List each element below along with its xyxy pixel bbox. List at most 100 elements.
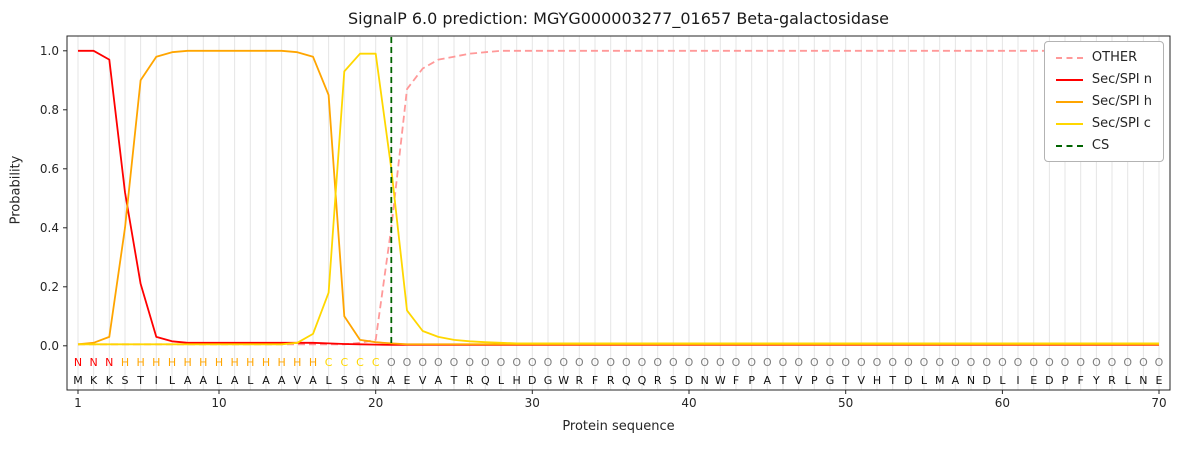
region-label: H	[183, 356, 191, 369]
y-tick-label: 0.2	[40, 280, 59, 294]
region-label: O	[1029, 356, 1038, 369]
region-label: H	[152, 356, 160, 369]
residue-letter: P	[811, 374, 818, 387]
region-label: C	[356, 356, 364, 369]
region-label: O	[826, 356, 835, 369]
residue-letter: R	[575, 374, 583, 387]
region-label: O	[920, 356, 929, 369]
region-label: O	[951, 356, 960, 369]
residue-letter: A	[184, 374, 192, 387]
residue-letter: D	[982, 374, 990, 387]
region-label: O	[700, 356, 709, 369]
residue-letter: L	[326, 374, 333, 387]
region-label: H	[121, 356, 129, 369]
region-label: O	[450, 356, 459, 369]
residue-letter: L	[921, 374, 928, 387]
region-label: O	[481, 356, 490, 369]
region-label: O	[512, 356, 521, 369]
legend-item-sec-spi-n: Sec/SPI n	[1055, 72, 1152, 87]
region-label: H	[309, 356, 317, 369]
residue-letter: Q	[481, 374, 490, 387]
region-label: N	[74, 356, 82, 369]
residue-letter: G	[356, 374, 365, 387]
residue-letter: D	[1045, 374, 1053, 387]
region-label: O	[685, 356, 694, 369]
region-label: H	[246, 356, 254, 369]
residue-letter: D	[685, 374, 693, 387]
residue-letter: A	[952, 374, 960, 387]
region-label: O	[888, 356, 897, 369]
legend-line-sample-sec-spi-h	[1055, 100, 1083, 103]
residue-letter: I	[155, 374, 158, 387]
residue-letter: R	[466, 374, 474, 387]
region-label: O	[638, 356, 647, 369]
residue-letter: F	[1078, 374, 1084, 387]
residue-letter: E	[1156, 374, 1163, 387]
residue-letter: V	[795, 374, 803, 387]
region-label: O	[1045, 356, 1054, 369]
x-tick-label: 10	[211, 396, 226, 410]
region-label: O	[1061, 356, 1070, 369]
residue-letter: V	[419, 374, 427, 387]
residue-letter: D	[904, 374, 912, 387]
region-label: O	[497, 356, 506, 369]
residue-letter: R	[654, 374, 662, 387]
x-tick-label: 1	[74, 396, 82, 410]
y-tick-label: 0.0	[40, 339, 59, 353]
residue-letter: Y	[1092, 374, 1100, 387]
region-label: O	[653, 356, 662, 369]
region-label: O	[747, 356, 756, 369]
legend-label: Sec/SPI c	[1091, 116, 1151, 131]
residue-letter: T	[779, 374, 787, 387]
residue-letter: E	[404, 374, 411, 387]
residue-letter: D	[528, 374, 536, 387]
residue-letter: N	[967, 374, 975, 387]
residue-letter: A	[764, 374, 772, 387]
x-axis-label: Protein sequence	[562, 419, 675, 434]
residue-letter: R	[607, 374, 615, 387]
legend-item-other: OTHER	[1055, 50, 1152, 65]
series-line-other	[78, 49, 1159, 346]
residue-letter: S	[122, 374, 129, 387]
legend: OTHER Sec/SPI n Sec/SPI h Sec/SPI c CS	[1043, 41, 1164, 162]
residue-letter: M	[73, 374, 83, 387]
region-label: O	[1108, 356, 1117, 369]
residue-letter: L	[999, 374, 1006, 387]
residue-letter: L	[498, 374, 505, 387]
residue-letter: N	[372, 374, 380, 387]
legend-item-sec-spi-h: Sec/SPI h	[1055, 94, 1152, 109]
residue-letter: T	[841, 374, 849, 387]
residue-letter: V	[858, 374, 866, 387]
residue-letter: Q	[638, 374, 647, 387]
residue-letter: T	[450, 374, 458, 387]
region-label: H	[230, 356, 238, 369]
region-label: O	[591, 356, 600, 369]
legend-label: Sec/SPI h	[1091, 94, 1152, 109]
region-label: O	[779, 356, 788, 369]
region-label: O	[403, 356, 412, 369]
region-label: O	[967, 356, 976, 369]
legend-line-sample-other	[1055, 56, 1083, 59]
residue-letter: V	[294, 374, 302, 387]
region-label: O	[465, 356, 474, 369]
residue-letter: K	[106, 374, 114, 387]
y-tick-label: 1.0	[40, 44, 59, 58]
residue-letter: A	[262, 374, 270, 387]
y-axis-label: Probability	[8, 155, 24, 225]
residue-letter: Q	[622, 374, 631, 387]
residue-letter: F	[733, 374, 739, 387]
legend-item-cs: CS	[1055, 138, 1152, 153]
residue-letter: A	[231, 374, 239, 387]
region-label: O	[1139, 356, 1148, 369]
x-tick-label: 50	[838, 396, 853, 410]
region-label: N	[89, 356, 97, 369]
residue-letter: S	[341, 374, 348, 387]
plot-frame	[66, 35, 1171, 391]
region-label: H	[199, 356, 207, 369]
region-label: O	[794, 356, 803, 369]
residue-letter: A	[388, 374, 396, 387]
x-tick-label: 40	[681, 396, 696, 410]
region-label: O	[841, 356, 850, 369]
series-curves	[77, 49, 1159, 346]
